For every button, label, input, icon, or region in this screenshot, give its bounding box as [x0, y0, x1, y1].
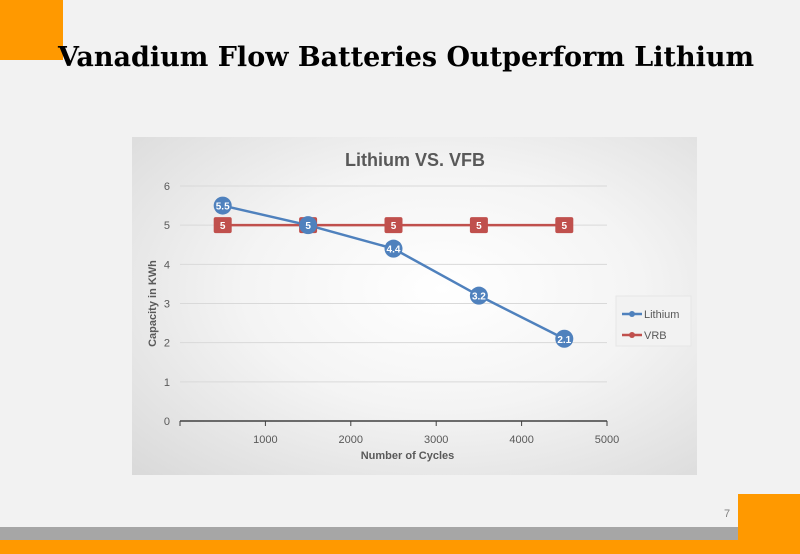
legend-box [615, 295, 692, 347]
legend-vrb-label: VRB [644, 330, 667, 342]
x-tick-label: 5000 [595, 434, 619, 446]
lithium-data-label: 2.1 [557, 335, 571, 346]
vrb-data-point [555, 217, 574, 234]
y-tick-label: 0 [164, 416, 170, 428]
y-tick-label: 1 [164, 377, 170, 389]
vrb-data-label: 5 [476, 221, 482, 232]
vrb-data-label: 5 [391, 221, 397, 232]
chart-area: Lithium VS. VFB 0 1 2 3 4 5 6 1000 2000 3000 4000 50… [132, 137, 697, 475]
y-tick-label: 2 [164, 338, 170, 350]
lithium-data-point [384, 239, 403, 258]
vrb-data-point [384, 217, 403, 234]
line-chart: Lithium VS. VFB 0 1 2 3 4 5 6 1000 2000 3000 4000 50… [147, 150, 692, 462]
y-axis-title: Capacity in KWh [147, 260, 159, 347]
y-tick-label: 3 [164, 299, 170, 311]
x-tick-label: 4000 [509, 434, 533, 446]
x-tick-label: 1000 [253, 434, 277, 446]
vrb-data-point [469, 217, 488, 234]
lithium-data-point [299, 216, 318, 235]
corner-accent-top-left [0, 0, 63, 60]
chart-title: Lithium VS. VFB [345, 150, 485, 170]
vrb-data-label: 5 [562, 221, 568, 232]
y-tick-label: 4 [164, 259, 170, 271]
legend-lithium-marker [629, 311, 635, 317]
lithium-data-point [555, 329, 574, 348]
y-tick-label: 6 [164, 181, 170, 193]
vrb-data-point [213, 217, 232, 234]
slide-title: Vanadium Flow Batteries Outperform Lithi… [57, 42, 755, 73]
vrb-data-label: 5 [220, 221, 226, 232]
legend-vrb-marker [629, 332, 635, 338]
page-number: 7 [723, 508, 731, 520]
lithium-data-point [469, 286, 488, 305]
legend-lithium-label: Lithium [644, 309, 679, 321]
x-tick-label: 3000 [424, 434, 448, 446]
lithium-data-point [213, 196, 232, 215]
lithium-data-label: 3.2 [472, 292, 486, 303]
x-axis-title: Number of Cycles [361, 450, 455, 462]
corner-accent-bottom-right [738, 494, 800, 554]
x-tick-label: 2000 [339, 434, 363, 446]
lithium-data-label: 5.5 [216, 202, 230, 213]
lithium-data-label: 5 [305, 221, 311, 232]
footer-orange-bar [0, 540, 800, 554]
lithium-data-label: 4.4 [387, 245, 401, 256]
footer-gray-bar [0, 527, 800, 540]
y-tick-label: 5 [164, 220, 170, 232]
